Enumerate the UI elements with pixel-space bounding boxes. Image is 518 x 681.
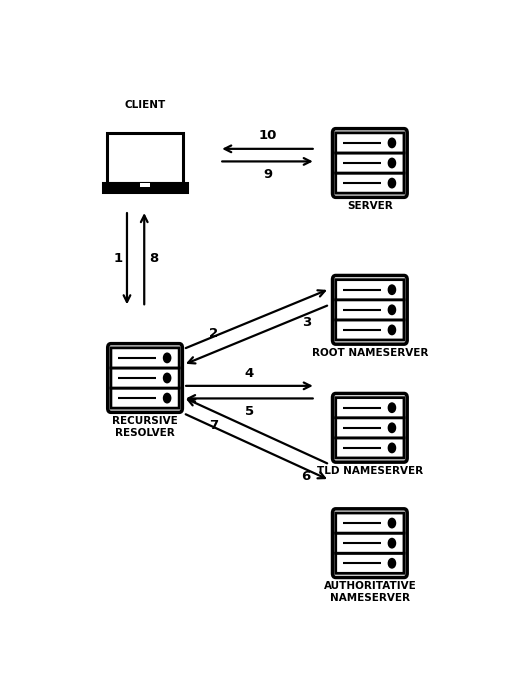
FancyBboxPatch shape <box>336 173 404 193</box>
FancyBboxPatch shape <box>336 513 404 533</box>
Circle shape <box>388 138 396 148</box>
FancyBboxPatch shape <box>336 280 404 300</box>
Text: 3: 3 <box>301 316 311 329</box>
Text: AUTHORITATIVE
NAMESERVER: AUTHORITATIVE NAMESERVER <box>323 581 416 603</box>
FancyBboxPatch shape <box>336 153 404 173</box>
Circle shape <box>388 305 396 315</box>
Text: TLD NAMESERVER: TLD NAMESERVER <box>317 466 423 476</box>
Circle shape <box>388 518 396 528</box>
FancyBboxPatch shape <box>336 417 404 438</box>
FancyBboxPatch shape <box>111 348 179 368</box>
Circle shape <box>388 423 396 432</box>
Text: 1: 1 <box>113 253 122 266</box>
FancyBboxPatch shape <box>336 133 404 153</box>
Circle shape <box>388 158 396 168</box>
FancyBboxPatch shape <box>336 300 404 320</box>
FancyBboxPatch shape <box>111 388 179 408</box>
Bar <box>140 183 150 187</box>
Text: 9: 9 <box>263 168 272 180</box>
Circle shape <box>388 178 396 188</box>
Bar <box>107 133 183 183</box>
Text: 4: 4 <box>245 366 254 379</box>
Text: 10: 10 <box>258 129 277 142</box>
FancyBboxPatch shape <box>336 533 404 553</box>
Text: SERVER: SERVER <box>347 201 393 211</box>
Circle shape <box>388 326 396 334</box>
Bar <box>103 183 187 192</box>
Circle shape <box>388 403 396 413</box>
FancyBboxPatch shape <box>336 438 404 458</box>
Circle shape <box>164 353 171 362</box>
Text: 2: 2 <box>209 327 219 340</box>
Circle shape <box>388 443 396 453</box>
Text: ROOT NAMESERVER: ROOT NAMESERVER <box>312 348 428 358</box>
Text: 5: 5 <box>245 405 254 418</box>
Text: RECURSIVE
RESOLVER: RECURSIVE RESOLVER <box>112 416 178 438</box>
Circle shape <box>164 394 171 402</box>
FancyBboxPatch shape <box>336 320 404 340</box>
Circle shape <box>388 285 396 294</box>
Text: 7: 7 <box>209 419 219 432</box>
FancyBboxPatch shape <box>336 398 404 417</box>
Text: 8: 8 <box>149 253 159 266</box>
Circle shape <box>164 373 171 383</box>
Text: 6: 6 <box>301 470 311 483</box>
Circle shape <box>388 539 396 548</box>
FancyBboxPatch shape <box>111 368 179 388</box>
Text: CLIENT: CLIENT <box>124 100 166 110</box>
FancyBboxPatch shape <box>336 553 404 573</box>
Circle shape <box>388 558 396 568</box>
